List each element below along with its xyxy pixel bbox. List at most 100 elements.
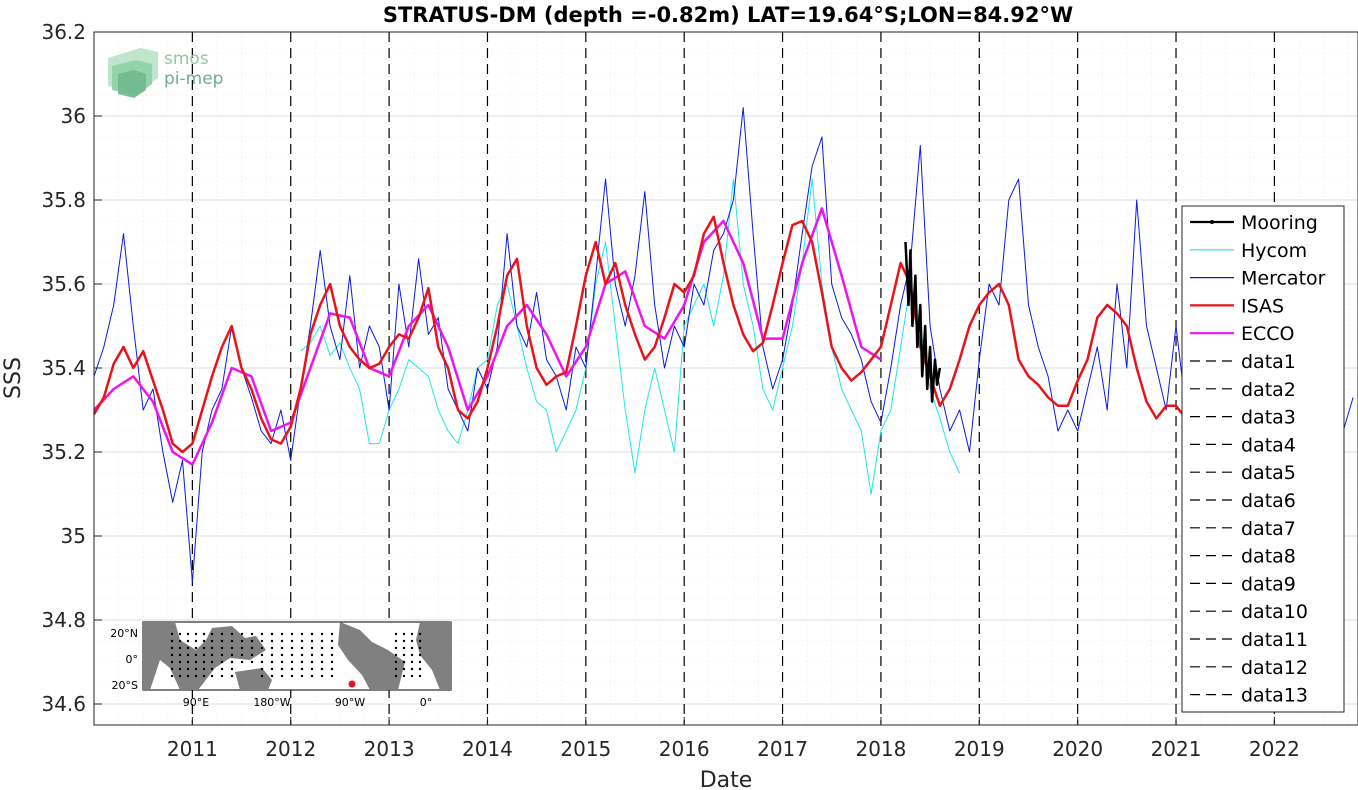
legend-label: data13 (1241, 685, 1308, 707)
map-dot (202, 646, 206, 650)
map-dot (280, 660, 284, 664)
map-dot (220, 639, 224, 643)
map-dot (220, 646, 224, 650)
x-tick-label: 2017 (757, 737, 808, 761)
map-dot (178, 674, 182, 678)
legend-label: data6 (1241, 490, 1296, 512)
series-line-isas (92, 215, 1187, 454)
map-dot (394, 653, 398, 657)
map-lat-0: 0° (126, 653, 139, 666)
map-dot (300, 660, 304, 664)
map-dot (240, 660, 244, 664)
map-land-australia (235, 668, 272, 690)
map-dot (202, 653, 206, 657)
map-dot (230, 653, 234, 657)
map-dot (210, 653, 214, 657)
smos-pimep-logo: smos pi-mep (108, 48, 223, 98)
map-dot (270, 646, 274, 650)
x-tick-label: 2016 (659, 737, 710, 761)
y-tick-label: 35.8 (41, 188, 86, 212)
map-dot (194, 646, 198, 650)
map-location-marker (348, 680, 356, 688)
map-dot (394, 660, 398, 664)
map-dot (170, 632, 174, 636)
x-tick-label: 2018 (855, 737, 906, 761)
map-dot (300, 653, 304, 657)
map-dot (290, 674, 294, 678)
map-dot (250, 660, 254, 664)
map-dot (260, 646, 264, 650)
map-dot (394, 667, 398, 671)
map-dot (186, 667, 190, 671)
map-dot (260, 639, 264, 643)
map-dot (394, 674, 398, 678)
plot-frame (93, 31, 1358, 726)
legend-label: data3 (1241, 407, 1296, 429)
map-dot (418, 639, 422, 643)
map-dot (290, 632, 294, 636)
y-tick-label: 34.8 (41, 608, 86, 632)
map-dot (402, 674, 406, 678)
map-dot (260, 632, 264, 636)
map-dot (402, 632, 406, 636)
map-dot (300, 632, 304, 636)
map-dot (170, 646, 174, 650)
map-dot (280, 632, 284, 636)
map-dot (240, 646, 244, 650)
x-tick-label: 2021 (1151, 737, 1202, 761)
map-dot (330, 639, 334, 643)
legend-marker (1210, 220, 1214, 224)
map-dot (394, 639, 398, 643)
map-dot (240, 632, 244, 636)
map-dot (170, 639, 174, 643)
map-dot (230, 632, 234, 636)
map-dot (194, 639, 198, 643)
map-dot (240, 639, 244, 643)
map-dot (402, 653, 406, 657)
y-axis-label: SSS (1, 357, 26, 399)
map-dot (410, 632, 414, 636)
map-dot (320, 632, 324, 636)
map-dot (210, 639, 214, 643)
map-dot (178, 667, 182, 671)
map-dot (220, 660, 224, 664)
map-dot (260, 653, 264, 657)
map-dot (418, 667, 422, 671)
legend-label: data9 (1241, 573, 1296, 595)
map-dot (320, 639, 324, 643)
y-tick-labels: 34.6 34.8 35 35.2 35.4 35.6 35.8 36 36.2 (41, 20, 102, 716)
legend-label: Mooring (1241, 212, 1318, 234)
x-tick-label: 2012 (265, 737, 316, 761)
x-tick-label: 2011 (167, 737, 218, 761)
map-dot (280, 653, 284, 657)
map-dot (230, 646, 234, 650)
map-dot (290, 639, 294, 643)
map-dot (210, 646, 214, 650)
map-dot (290, 660, 294, 664)
map-dot (290, 667, 294, 671)
map-dot (260, 674, 264, 678)
map-dot (220, 667, 224, 671)
map-dot (250, 646, 254, 650)
legend-label: ISAS (1241, 295, 1284, 317)
map-dot (310, 646, 314, 650)
map-dot (194, 653, 198, 657)
map-dot (250, 632, 254, 636)
map-dot (402, 646, 406, 650)
map-dot (186, 632, 190, 636)
y-tick-label: 34.6 (41, 692, 86, 716)
map-dot (230, 674, 234, 678)
map-dot (250, 639, 254, 643)
map-dot (410, 653, 414, 657)
series-line-mooring (904, 241, 942, 403)
map-dot (202, 660, 206, 664)
x-tick-label: 2013 (364, 737, 415, 761)
series-line-hycom (300, 178, 961, 495)
x-axis-label: Date (700, 768, 753, 790)
map-dot (300, 674, 304, 678)
map-dot (170, 674, 174, 678)
map-dot (330, 646, 334, 650)
legend-label: ECCO (1241, 323, 1295, 345)
map-dot (280, 639, 284, 643)
map-dot (418, 660, 422, 664)
